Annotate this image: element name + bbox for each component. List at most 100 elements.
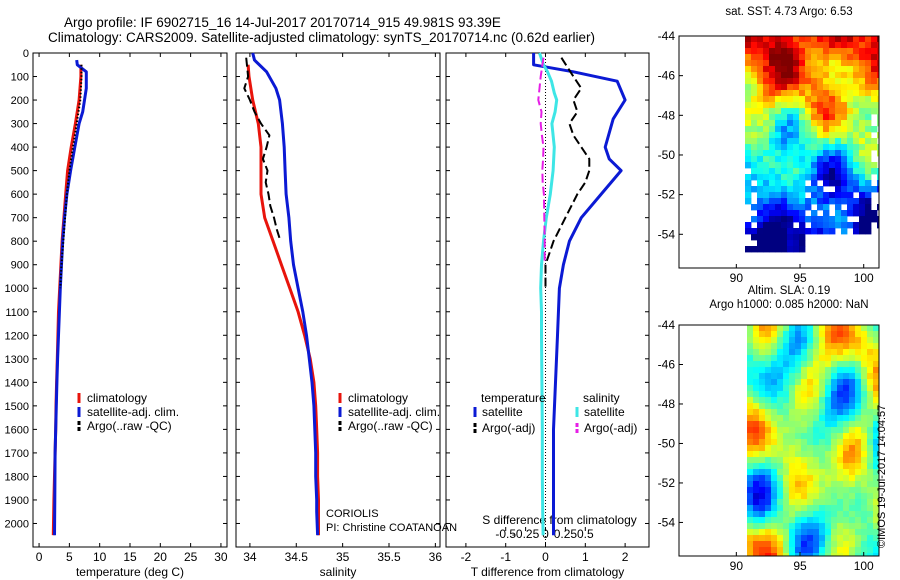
map-cell: [819, 505, 826, 512]
legend-label: Argo(-adj): [584, 421, 637, 435]
map-cell: [813, 463, 820, 470]
map-cell: [757, 126, 764, 133]
depth-tick-label: 400: [11, 142, 29, 154]
map-cell: [841, 210, 848, 217]
map-cell: [793, 90, 800, 97]
map-cell: [829, 48, 836, 55]
map-cell: [807, 367, 814, 374]
map-cell: [763, 186, 770, 193]
map-cell: [859, 222, 866, 229]
map-cell: [831, 331, 838, 338]
map-cell: [759, 547, 766, 554]
map-cell: [811, 138, 818, 145]
map-cell: [849, 325, 856, 332]
map-cell: [801, 529, 808, 536]
map-cell: [817, 168, 824, 175]
map-cell: [813, 397, 820, 404]
map-cell: [799, 138, 806, 145]
depth-tick-label: 700: [11, 213, 29, 225]
map-cell: [799, 198, 806, 205]
map-cell: [763, 216, 770, 223]
map-cell: [859, 174, 866, 181]
map-cell: [835, 102, 842, 109]
map-cell: [757, 78, 764, 85]
map-cell: [865, 150, 872, 157]
map-cell: [861, 457, 868, 464]
sla-lon-tick-label: 100: [854, 559, 874, 573]
map-cell: [825, 493, 832, 500]
map-cell: [753, 463, 760, 470]
map-cell: [807, 535, 814, 542]
map-cell: [751, 60, 758, 67]
map-cell: [829, 198, 836, 205]
map-cell: [775, 162, 782, 169]
map-cell: [783, 349, 790, 356]
map-cell: [801, 325, 808, 332]
map-cell: [787, 204, 794, 211]
map-cell: [771, 343, 778, 350]
map-cell: [805, 174, 812, 181]
salinity-xlabel: salinity: [320, 565, 357, 579]
map-cell: [805, 144, 812, 151]
map-cell: [871, 108, 878, 115]
map-cell: [795, 457, 802, 464]
sst-lat-tick-label: -50: [658, 148, 676, 162]
map-cell: [759, 391, 766, 398]
map-cell: [819, 547, 826, 554]
map-cell: [837, 421, 844, 428]
map-cell: [847, 108, 854, 115]
temperature-xlabel: temperature (deg C): [76, 565, 184, 579]
map-cell: [753, 325, 760, 332]
map-cell: [777, 493, 784, 500]
map-cell: [877, 54, 880, 61]
difference-xtick-label: 0: [542, 550, 549, 564]
map-cell: [757, 192, 764, 199]
map-cell: [855, 511, 862, 518]
map-cell: [807, 463, 814, 470]
map-cell: [747, 433, 754, 440]
map-cell: [763, 162, 770, 169]
map-cell: [823, 66, 830, 73]
map-cell: [763, 114, 770, 121]
series-salinity-climatology: [246, 64, 320, 536]
map-cell: [747, 463, 754, 470]
map-cell: [825, 457, 832, 464]
map-cell: [825, 331, 832, 338]
map-cell: [771, 457, 778, 464]
map-cell: [789, 397, 796, 404]
map-cell: [789, 325, 796, 332]
map-cell: [829, 114, 836, 121]
map-cell: [759, 475, 766, 482]
map-cell: [789, 487, 796, 494]
temperature-xtick-label: 25: [184, 550, 198, 564]
map-cell: [861, 529, 868, 536]
map-cell: [745, 150, 752, 157]
map-cell: [849, 361, 856, 368]
map-cell: [859, 36, 866, 43]
map-cell: [787, 126, 794, 133]
map-cell: [837, 409, 844, 416]
map-cell: [865, 168, 872, 175]
map-cell: [763, 138, 770, 145]
map-cell: [757, 36, 764, 43]
map-cell: [825, 325, 832, 332]
map-cell: [835, 216, 842, 223]
map-cell: [849, 397, 856, 404]
map-cell: [867, 517, 874, 524]
map-cell: [795, 463, 802, 470]
map-cell: [775, 150, 782, 157]
map-cell: [837, 517, 844, 524]
map-cell: [817, 228, 824, 235]
map-cell: [789, 427, 796, 434]
map-cell: [763, 90, 770, 97]
map-cell: [837, 523, 844, 530]
map-cell: [855, 493, 862, 500]
map-cell: [771, 529, 778, 536]
map-cell: [819, 481, 826, 488]
map-cell: [757, 132, 764, 139]
map-cell: [865, 216, 872, 223]
map-cell: [771, 481, 778, 488]
map-cell: [873, 415, 880, 422]
map-cell: [783, 343, 790, 350]
map-cell: [795, 493, 802, 500]
